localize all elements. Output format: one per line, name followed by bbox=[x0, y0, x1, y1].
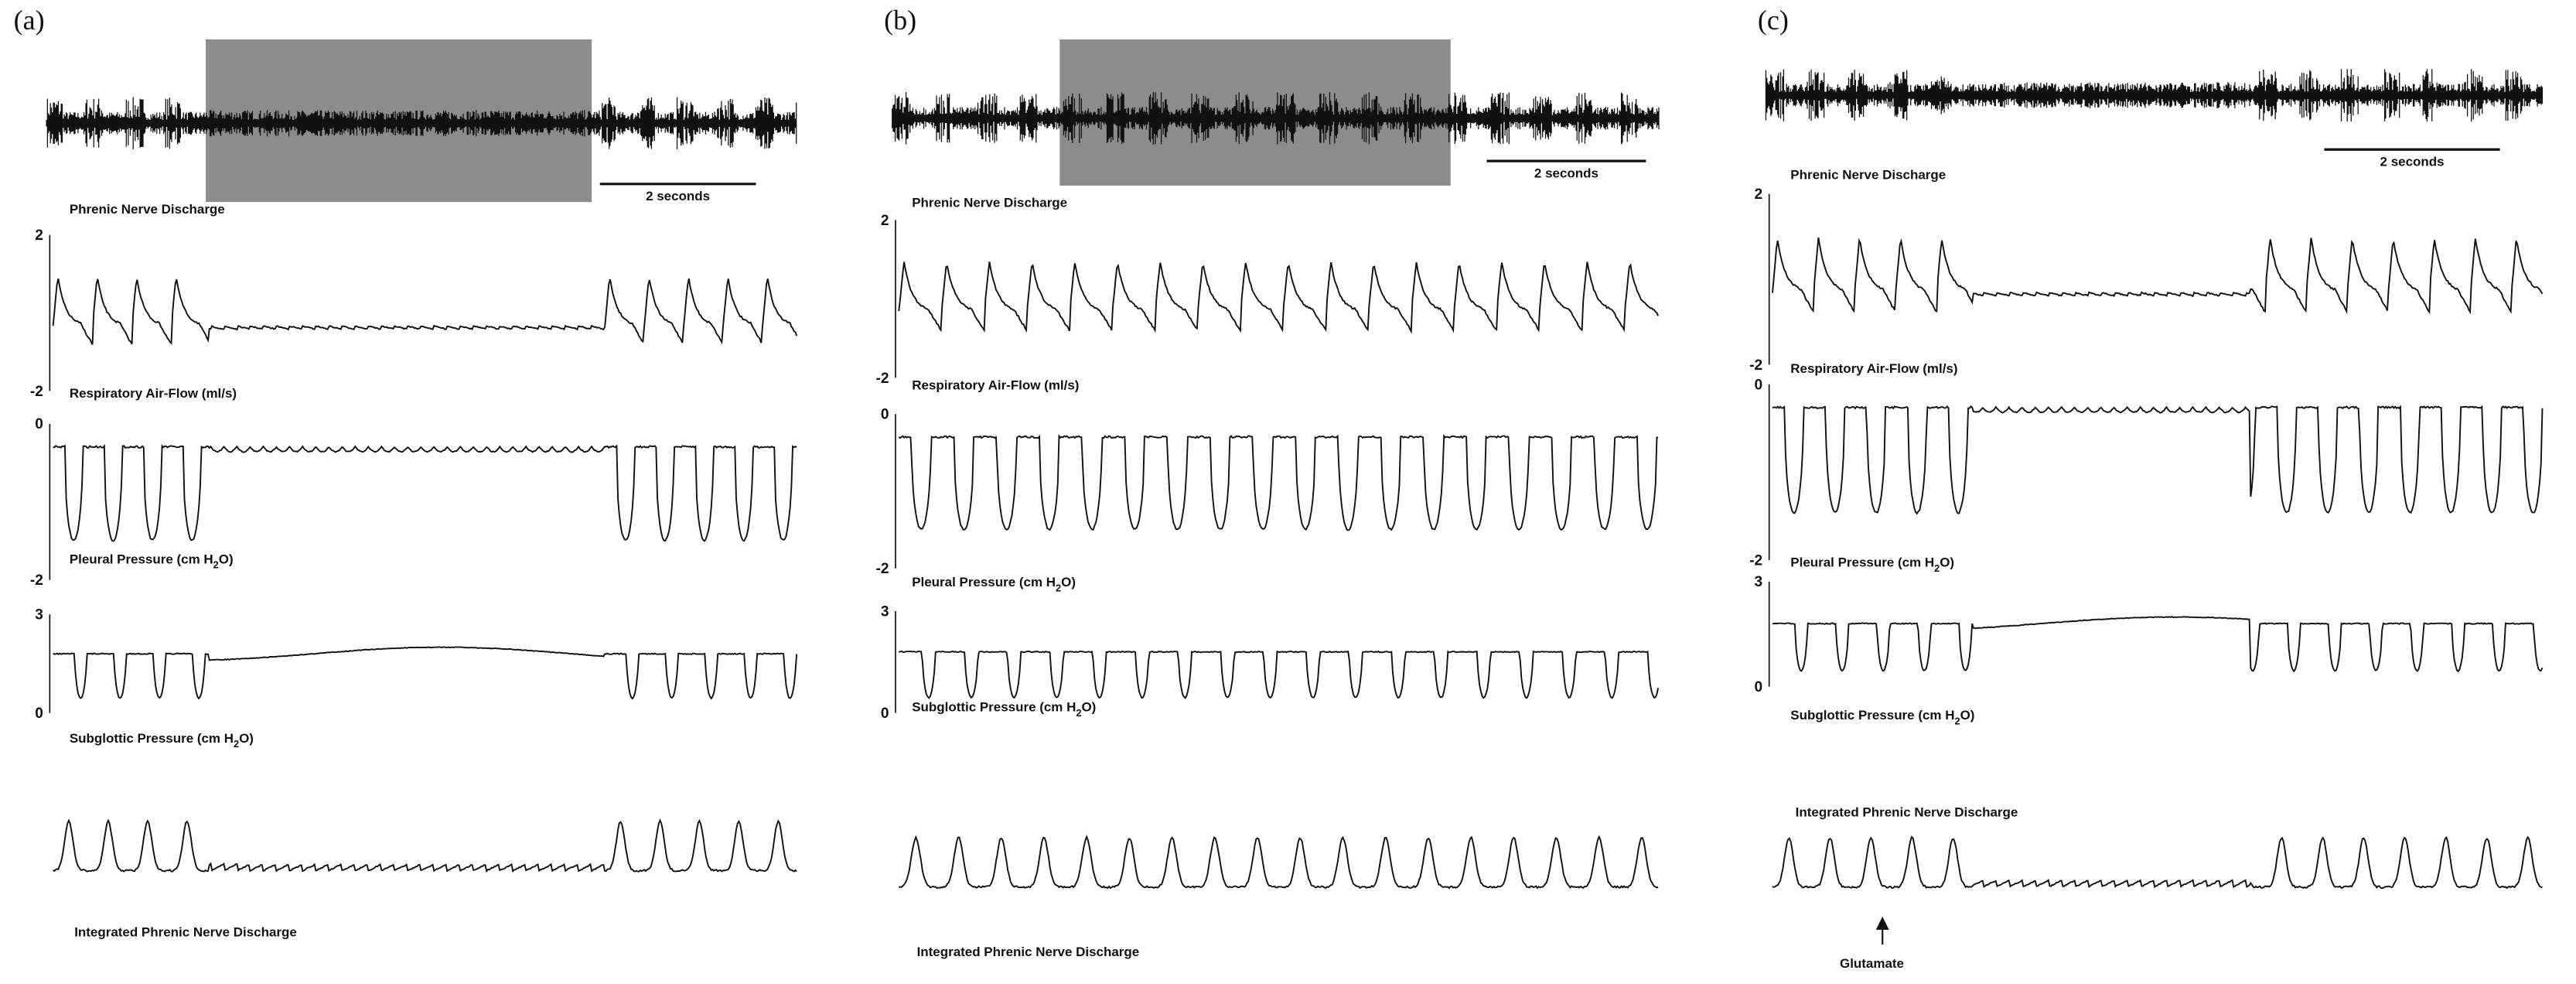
axis-max: 2 bbox=[1755, 186, 1763, 203]
axis-min: -2 bbox=[30, 572, 43, 589]
trace bbox=[898, 835, 1659, 890]
trace bbox=[53, 646, 798, 700]
trace bbox=[53, 443, 797, 542]
trace-label: Respiratory Air-Flow (ml/s) bbox=[912, 378, 1079, 392]
label-part: O) bbox=[239, 731, 254, 746]
trace-label: Integrated Phrenic Nerve Discharge bbox=[1796, 805, 2018, 819]
trace bbox=[1771, 237, 2544, 315]
trace bbox=[1772, 616, 2544, 673]
trace bbox=[52, 278, 798, 345]
trace bbox=[1772, 405, 2544, 515]
panel-label: (a) bbox=[14, 5, 45, 36]
label-sub: 2 bbox=[234, 738, 239, 750]
scale-label: 2 seconds bbox=[646, 189, 710, 203]
trace-label: Subglottic Pressure (cm H2O) bbox=[70, 731, 254, 750]
label-sub: 2 bbox=[1056, 582, 1061, 593]
scale-label: 2 seconds bbox=[1534, 166, 1598, 180]
axis-min: 0 bbox=[35, 706, 43, 722]
trace-label: Subglottic Pressure (cm H2O) bbox=[1790, 708, 1974, 726]
label-part: Subglottic Pressure (cm H bbox=[912, 699, 1076, 714]
trace-label: Integrated Phrenic Nerve Discharge bbox=[917, 945, 1140, 959]
axis-min: -2 bbox=[1749, 357, 1762, 374]
panel-label: (c) bbox=[1758, 5, 1789, 36]
label-part: Pleural Pressure (cm H bbox=[912, 575, 1056, 589]
trace-label: Pleural Pressure (cm H2O) bbox=[1790, 555, 1954, 574]
trace-label: Respiratory Air-Flow (ml/s) bbox=[70, 386, 237, 401]
label-sub: 2 bbox=[1076, 707, 1081, 719]
axis-max: 3 bbox=[35, 607, 43, 624]
label-sub: 2 bbox=[213, 559, 219, 571]
trace bbox=[53, 818, 797, 873]
scale-label: 2 seconds bbox=[2380, 154, 2445, 169]
label-sub: 2 bbox=[1954, 715, 1960, 726]
axis-max: 3 bbox=[1755, 574, 1763, 590]
trace bbox=[898, 650, 1660, 699]
axis-min: -2 bbox=[875, 561, 889, 577]
axis-max: 0 bbox=[35, 416, 43, 432]
label-part: Pleural Pressure (cm H bbox=[70, 552, 213, 566]
arrow-head bbox=[1875, 916, 1889, 930]
trace bbox=[898, 261, 1660, 334]
raw-trace bbox=[1765, 69, 2544, 122]
panel-label: (b) bbox=[884, 5, 916, 36]
trace-label: Respiratory Air-Flow (ml/s) bbox=[1790, 361, 1957, 376]
trace-label: Subglottic Pressure (cm H2O) bbox=[912, 699, 1096, 718]
label-part: O) bbox=[1081, 699, 1096, 714]
axis-min: 0 bbox=[1755, 679, 1763, 695]
label-part: Pleural Pressure (cm H bbox=[1790, 555, 1934, 570]
axis-min: -2 bbox=[1749, 552, 1762, 569]
axis-max: 0 bbox=[881, 407, 889, 423]
axis-max: 3 bbox=[881, 603, 889, 620]
label-part: O) bbox=[1940, 555, 1954, 570]
trace-label: Pleural Pressure (cm H2O) bbox=[912, 575, 1076, 593]
label-part: O) bbox=[1960, 708, 1975, 723]
trace-label: Integrated Phrenic Nerve Discharge bbox=[74, 924, 297, 939]
axis-max: 0 bbox=[1755, 377, 1763, 393]
trace-label: Pleural Pressure (cm H2O) bbox=[70, 552, 234, 570]
annotation: Glutamate bbox=[1840, 956, 1904, 971]
raw-trace bbox=[892, 91, 1660, 145]
axis-min: 0 bbox=[881, 706, 889, 722]
axis-min: -2 bbox=[30, 384, 43, 400]
axis-min: -2 bbox=[875, 371, 889, 387]
axis-max: 2 bbox=[35, 227, 43, 244]
label-sub: 2 bbox=[1934, 562, 1940, 574]
label-part: Subglottic Pressure (cm H bbox=[70, 731, 234, 746]
raw-trace bbox=[46, 97, 797, 150]
label-part: O) bbox=[1061, 575, 1076, 589]
trace-label: Phrenic Nerve Discharge bbox=[1790, 167, 1946, 182]
trace bbox=[898, 433, 1659, 531]
label-part: O) bbox=[219, 552, 234, 566]
axis-max: 2 bbox=[881, 213, 889, 229]
trace bbox=[1772, 835, 2543, 890]
label-part: Subglottic Pressure (cm H bbox=[1790, 708, 1954, 723]
trace-label: Phrenic Nerve Discharge bbox=[912, 196, 1067, 210]
trace-label: Phrenic Nerve Discharge bbox=[70, 202, 225, 217]
